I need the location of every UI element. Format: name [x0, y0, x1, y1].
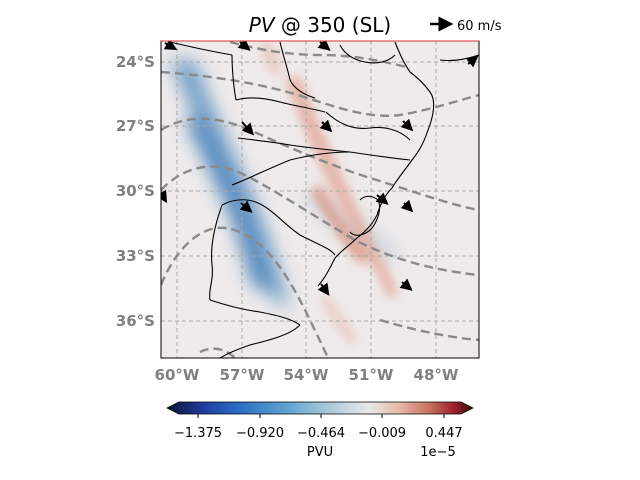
- wind-vector: [317, 282, 330, 296]
- colorbar-label: PVU: [307, 445, 333, 460]
- wind-vector: [319, 119, 333, 133]
- wind-vector: [239, 200, 253, 213]
- colorbar-bar: [166, 401, 474, 415]
- lon-tick-label: 48°W: [414, 366, 459, 384]
- wind-vector: [400, 199, 414, 213]
- wind-vector: [465, 55, 479, 68]
- wind-vector: [375, 192, 389, 205]
- colorbar-tick-label: −0.920: [236, 426, 284, 441]
- colorbar-ticks: [197, 414, 445, 418]
- colorbar-exponent: 1e−5: [420, 445, 455, 460]
- wind-vector: [317, 41, 331, 51]
- lat-tick-label: 24°S: [116, 53, 155, 71]
- wind-vector: [399, 278, 413, 291]
- pv-positive-anomaly: [258, 42, 398, 345]
- title-italic: PV: [249, 13, 276, 37]
- colorbar-tick-label: −0.464: [297, 426, 345, 441]
- lat-tick-labels: 24°S 27°S 30°S 33°S 36°S: [116, 53, 155, 330]
- lat-tick-label: 33°S: [116, 247, 155, 265]
- gridlines: [161, 41, 479, 358]
- colorbar-tick-label: −1.375: [174, 426, 222, 441]
- quiver-key-label: 60 m/s: [457, 19, 502, 34]
- wind-vector: [400, 118, 414, 132]
- lon-tick-labels: 60°W 57°W 54°W 51°W 48°W: [155, 366, 459, 384]
- lon-tick-label: 51°W: [349, 366, 394, 384]
- title-rest: @ 350 (SL): [275, 13, 392, 37]
- wind-vector: [163, 41, 178, 50]
- wind-vector: [237, 41, 251, 51]
- lat-tick-label: 30°S: [116, 182, 155, 200]
- quiver-key: 60 m/s: [430, 16, 502, 34]
- wind-vectors: [161, 41, 479, 296]
- colorbar: −1.375 −0.920 −0.464 −0.009 0.447 PVU 1e…: [166, 401, 474, 460]
- lon-tick-label: 54°W: [284, 366, 329, 384]
- lat-tick-label: 36°S: [116, 312, 155, 330]
- map-title: PV @ 350 (SL): [249, 13, 391, 37]
- colorbar-tick-label: −0.009: [358, 426, 406, 441]
- lon-tick-label: 60°W: [155, 366, 200, 384]
- lat-tick-label: 27°S: [116, 117, 155, 135]
- lon-tick-label: 57°W: [220, 366, 265, 384]
- map-panel: [160, 40, 480, 359]
- wind-vector: [241, 121, 254, 136]
- colorbar-tick-label: 0.447: [425, 426, 462, 441]
